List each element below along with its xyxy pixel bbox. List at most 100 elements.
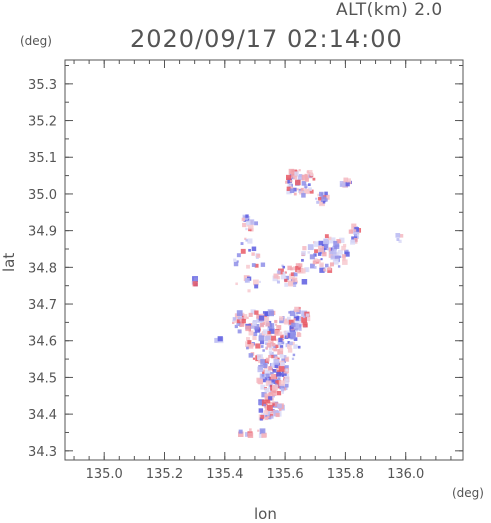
echo-point (264, 417, 268, 421)
echo-point (285, 368, 289, 372)
echo-point (297, 174, 304, 181)
echo-point (214, 337, 220, 343)
echo-point (245, 325, 251, 332)
echo-point (253, 323, 260, 330)
echo-point (337, 249, 343, 255)
echo-point (193, 277, 198, 282)
echo-point (312, 177, 316, 181)
echo-point (395, 233, 401, 238)
echo-point (262, 369, 265, 372)
echo-point (334, 244, 340, 249)
y-tick-label: 35.0 (28, 188, 57, 203)
echo-point (269, 328, 275, 334)
echo-point (315, 197, 318, 200)
echo-point (267, 370, 271, 375)
echo-point (287, 344, 292, 349)
echo-point (287, 178, 292, 184)
echo-point (271, 348, 275, 351)
echo-point (248, 312, 253, 317)
echo-point (260, 262, 266, 267)
y-tick-label: 34.6 (28, 335, 57, 350)
echo-point (294, 171, 299, 176)
echo-point (265, 322, 270, 327)
x-unit-label: (deg) (452, 486, 484, 500)
echo-point (248, 219, 255, 225)
x-tick-label: 135.6 (266, 467, 303, 482)
echo-point (325, 263, 329, 268)
echo-point (258, 315, 265, 321)
echo-point (287, 341, 291, 344)
echo-point (339, 237, 345, 243)
echo-point (260, 384, 266, 390)
echo-point (268, 392, 274, 397)
echo-point (298, 327, 302, 331)
echo-point (342, 259, 348, 265)
echo-point (262, 349, 265, 352)
echo-point (254, 310, 259, 315)
echo-point (244, 237, 247, 241)
echo-point (248, 227, 252, 232)
altitude-label: ALT(km) 2.0 (336, 0, 443, 20)
echo-point (317, 193, 321, 197)
echo-point (281, 341, 285, 345)
echo-point (268, 376, 275, 383)
echo-point (326, 247, 329, 251)
echo-point (243, 314, 248, 318)
echo-point (293, 337, 298, 341)
echo-point (288, 281, 294, 287)
echo-point (302, 246, 307, 251)
echo-point (286, 335, 289, 338)
echo-point (314, 249, 318, 254)
echo-point (289, 325, 294, 330)
echo-point (314, 241, 320, 247)
echo-point (301, 250, 306, 256)
echo-point (298, 169, 301, 172)
echo-point (264, 393, 269, 398)
echo-point (260, 332, 265, 337)
echo-point (301, 174, 308, 181)
echo-point (236, 319, 241, 324)
echo-point (279, 384, 285, 390)
echo-point (242, 214, 248, 221)
echo-point (282, 271, 286, 275)
echo-point (258, 408, 264, 413)
echo-point (266, 342, 272, 348)
echo-point (354, 227, 359, 232)
echo-point (279, 347, 283, 351)
y-tick-label: 34.5 (28, 371, 57, 386)
echo-point (320, 196, 327, 203)
echo-point (285, 180, 289, 184)
echo-point (254, 221, 259, 226)
echo-point (287, 184, 292, 189)
echo-point (327, 266, 332, 271)
echo-point (268, 350, 272, 354)
echo-point (289, 341, 293, 346)
echo-point (308, 172, 311, 175)
echo-point (254, 327, 261, 333)
echo-point (240, 242, 244, 246)
echo-point (248, 330, 254, 336)
echo-point (322, 251, 327, 257)
echo-point (265, 380, 272, 387)
echo-point (292, 187, 297, 192)
echo-point (265, 357, 270, 362)
echo-point (284, 271, 287, 274)
echo-point (303, 184, 308, 189)
echo-point (264, 415, 267, 418)
echo-point (324, 234, 329, 239)
echo-point (246, 346, 249, 350)
echo-point (331, 249, 337, 255)
echo-point (317, 197, 322, 201)
echo-point (240, 248, 246, 254)
echo-point (278, 408, 282, 411)
echo-point (304, 186, 307, 189)
echo-point (330, 255, 335, 260)
y-tick-label: 34.9 (28, 225, 57, 240)
echo-point (269, 323, 275, 329)
echo-point (280, 388, 285, 392)
echo-point (317, 252, 322, 256)
echo-point (354, 241, 358, 244)
echo-point (255, 343, 261, 349)
echo-point (259, 333, 262, 337)
